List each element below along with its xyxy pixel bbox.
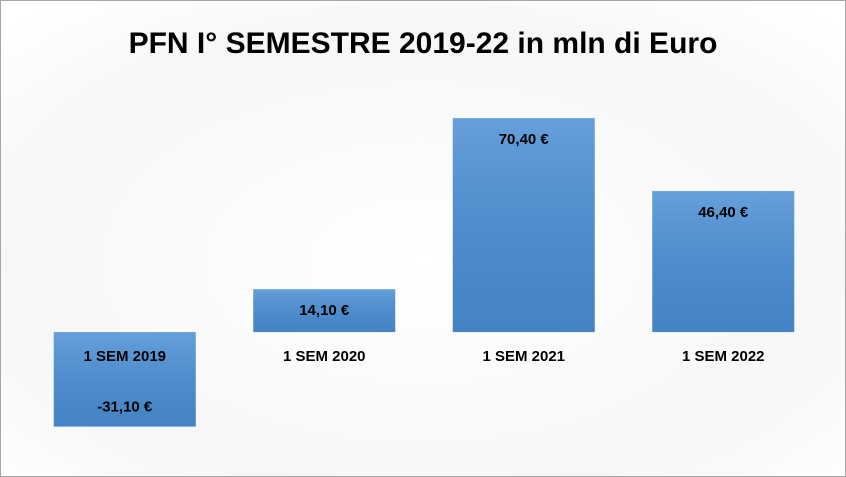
x-tick-label: 1 SEM 2020 [283,348,366,365]
value-label: 70,40 € [499,131,550,148]
value-label: 46,40 € [698,204,749,221]
bar [452,118,595,333]
x-tick-label: 1 SEM 2022 [682,348,765,365]
value-label: 14,10 € [299,302,350,319]
chart-title: PFN I° SEMESTRE 2019-22 in mln di Euro [129,27,718,60]
x-tick-label: 1 SEM 2021 [482,348,565,365]
x-tick-label: 1 SEM 2019 [83,348,166,365]
value-label: -31,10 € [97,399,153,416]
